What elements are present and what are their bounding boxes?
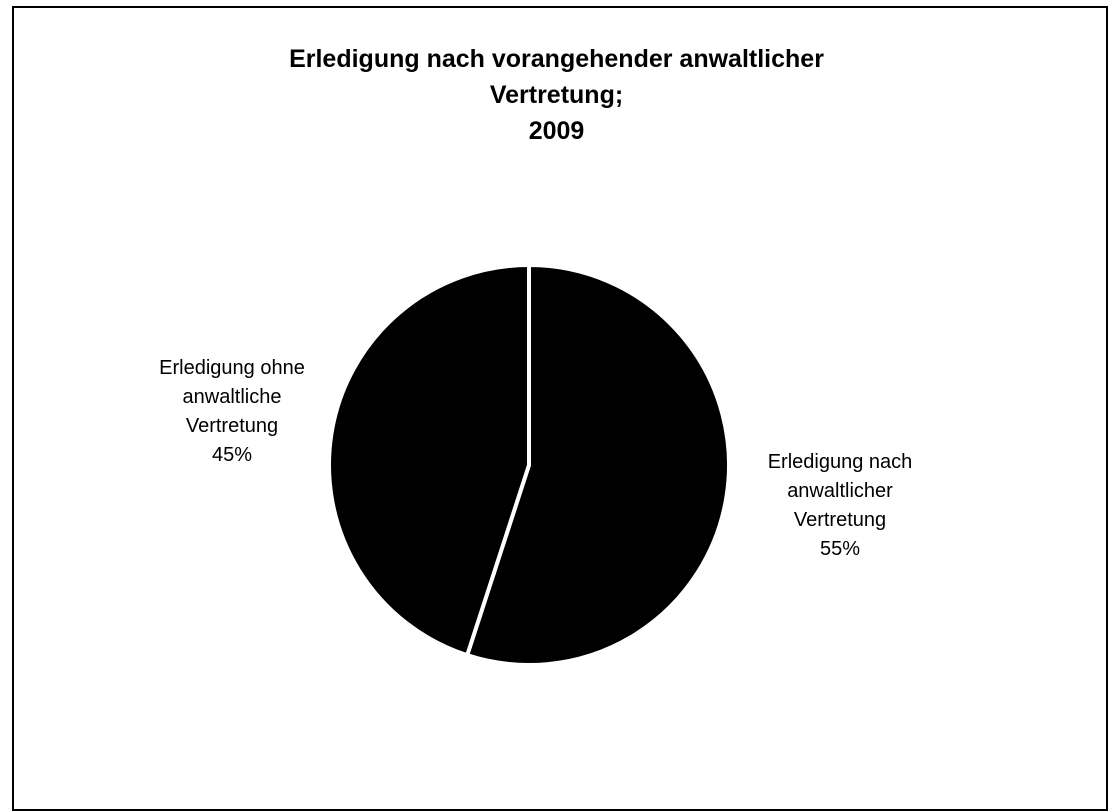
pie-slices: [327, 263, 731, 667]
slice-label-nach-line-3: Vertretung: [793, 509, 887, 531]
slice-value-nach: 55%: [819, 538, 861, 560]
slice-label-nach: Erledigung nach anwaltlicher Vertretung …: [725, 448, 955, 564]
slice-label-nach-line-2: anwaltlicher: [787, 480, 893, 502]
slice-label-ohne-line-1: Erledigung ohne: [159, 357, 305, 379]
pie-slice-nach: [465, 263, 731, 667]
slice-label-ohne-line-2: anwaltliche: [182, 386, 282, 408]
slice-label-ohne-line-3: Vertretung: [185, 415, 279, 437]
chart-title-line-3: 2009: [528, 117, 585, 145]
chart-title-line-1: Erledigung nach vorangehender anwaltlich…: [289, 45, 824, 73]
slice-label-ohne: Erledigung ohne anwaltliche Vertretung 4…: [117, 354, 347, 470]
slice-value-ohne: 45%: [211, 444, 253, 466]
pie-slice-ohne: [327, 263, 531, 658]
slice-label-nach-line-1: Erledigung nach: [767, 451, 913, 473]
chart-title: Erledigung nach vorangehender anwaltlich…: [0, 41, 1113, 149]
chart-title-line-2: Vertretung;: [489, 81, 624, 109]
